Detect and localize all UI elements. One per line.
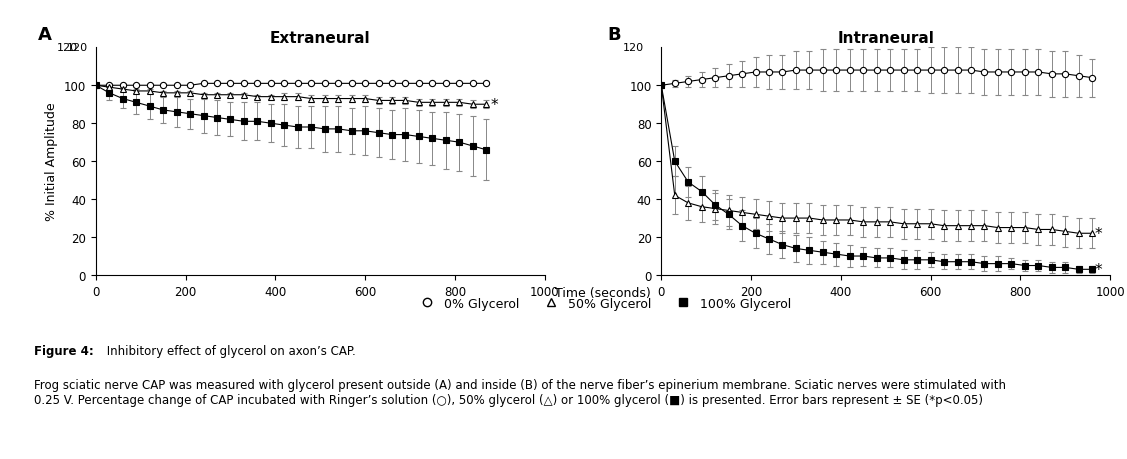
Text: Figure 4:: Figure 4: bbox=[34, 344, 94, 357]
Text: 120: 120 bbox=[622, 43, 644, 53]
Text: Frog sciatic nerve CAP was measured with glycerol present outside (A) and inside: Frog sciatic nerve CAP was measured with… bbox=[34, 379, 1005, 407]
Title: Extraneural: Extraneural bbox=[269, 31, 371, 45]
Text: Inhibitory effect of glycerol on axon’s CAP.: Inhibitory effect of glycerol on axon’s … bbox=[103, 344, 355, 357]
Y-axis label: % Initial Amplitude: % Initial Amplitude bbox=[45, 103, 59, 221]
Text: Time (seconds): Time (seconds) bbox=[556, 287, 650, 300]
Text: *: * bbox=[490, 97, 498, 112]
Text: A: A bbox=[37, 25, 52, 44]
Text: B: B bbox=[607, 25, 621, 44]
Text: *: * bbox=[1094, 226, 1102, 241]
Text: *: * bbox=[1094, 262, 1102, 277]
Text: 120: 120 bbox=[66, 43, 88, 53]
Text: 120: 120 bbox=[56, 43, 78, 53]
Legend: 0% Glycerol, 50% Glycerol, 100% Glycerol: 0% Glycerol, 50% Glycerol, 100% Glycerol bbox=[409, 292, 797, 315]
Title: Intraneural: Intraneural bbox=[837, 31, 934, 45]
